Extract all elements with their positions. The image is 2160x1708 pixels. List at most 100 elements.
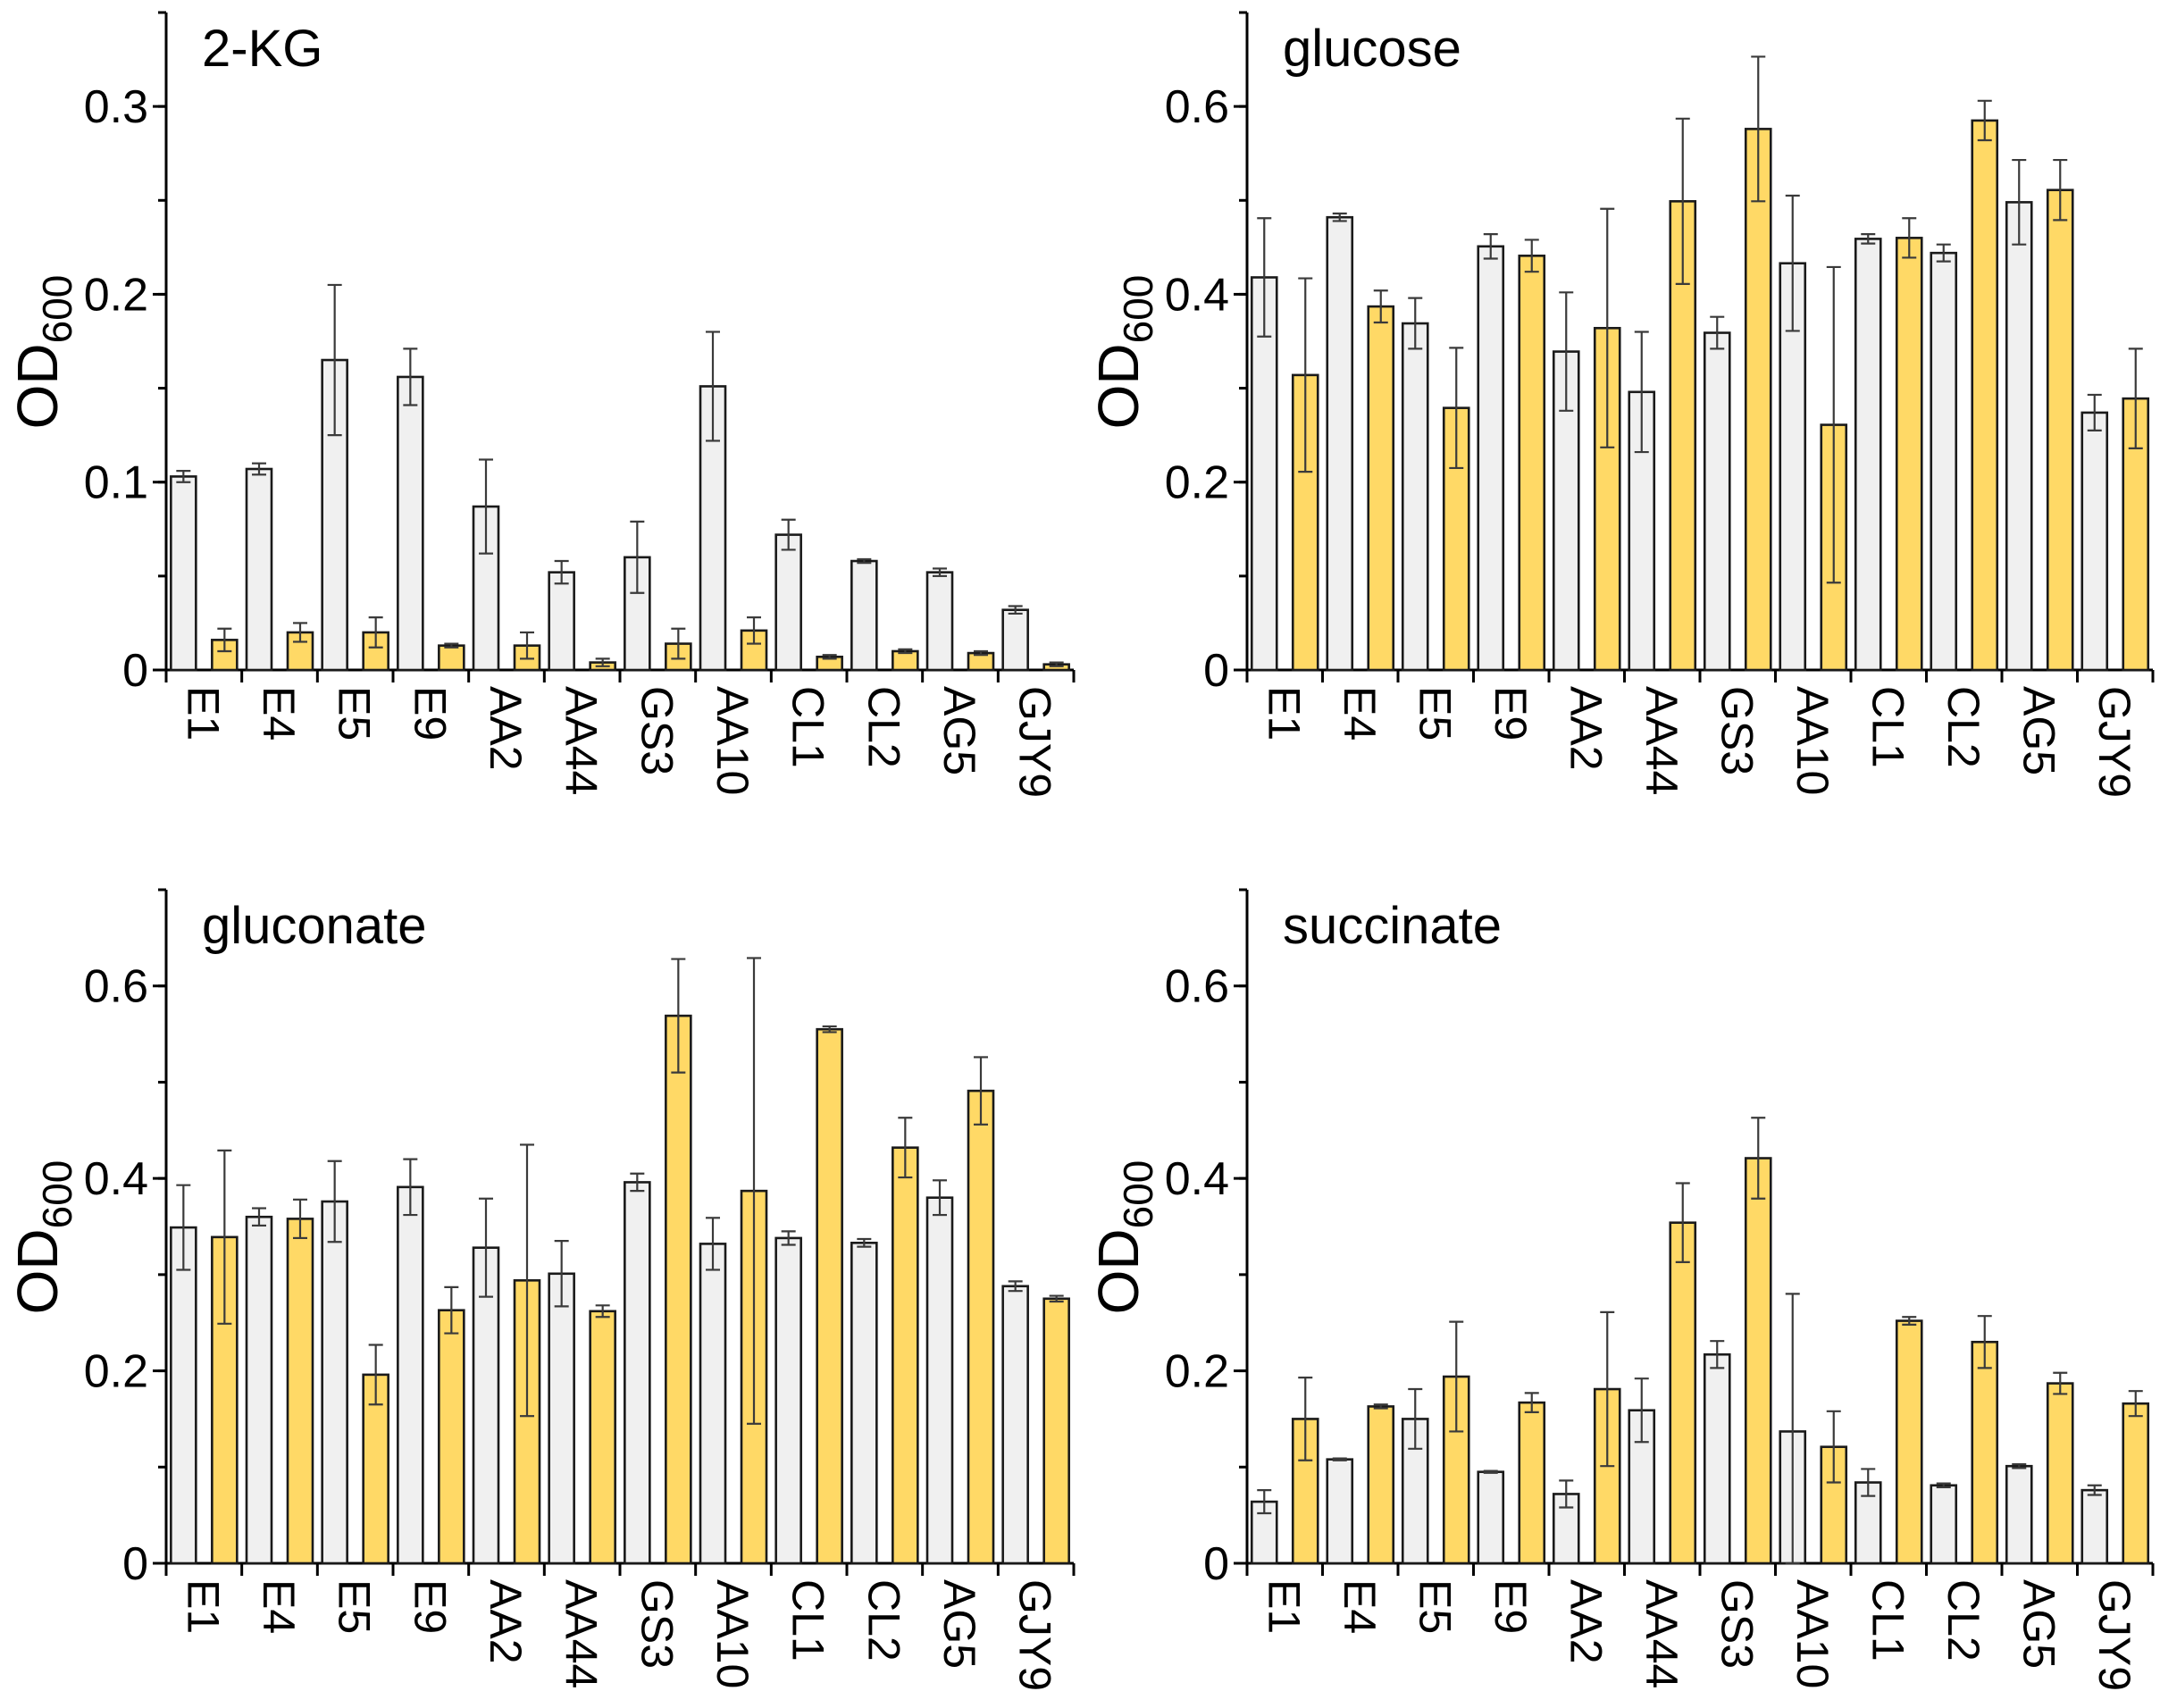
bar-series_a-e1 [170,1226,197,1565]
y-axis-label-main: OD [1086,343,1151,429]
x-tick-label-gjy9: GJY9 [1010,1579,1060,1691]
chart-title: glucose [1283,20,1461,78]
x-tick-label-e5: E5 [330,686,380,741]
bar-series_a-cl1 [1854,238,1882,672]
y-tick-label: 0.6 [1165,81,1229,133]
chart-title: succinate [1283,897,1502,955]
bar-series_b-cl2 [1971,1340,1999,1565]
bar-series_a-ag5 [2005,201,2033,672]
y-tick-label: 0 [122,1538,148,1590]
bar-series_b-gs3 [1744,1157,1772,1565]
x-tick-label-aa44: AA44 [557,686,607,795]
x-tick-label-aa10: AA10 [1787,1579,1838,1688]
y-axis-label-subscript: 600 [1115,1160,1161,1229]
y-axis-label-main: OD [5,343,70,429]
bar-series_a-e4 [1326,215,1354,672]
x-tick-label-cl2: CL2 [858,686,908,768]
bar-series_a-e4 [245,467,273,672]
x-tick-label-ag5: AG5 [934,686,984,775]
x-tick-label-aa2: AA2 [1561,686,1611,771]
x-tick-label-gjy9: GJY9 [2089,686,2139,798]
x-tick-label-e9: E9 [1486,1579,1536,1634]
y-tick-label: 0.2 [84,269,148,321]
x-tick-label-e4: E4 [1335,1579,1385,1634]
bar-series_b-e4 [1367,305,1395,672]
y-tick-label: 0.2 [84,1346,148,1398]
x-tick-label-e1: E1 [178,1579,228,1634]
x-tick-label-e4: E4 [254,686,304,741]
x-tick-label-ag5: AG5 [934,1579,984,1669]
chart-title: 2-KG [202,20,322,78]
bar-series_b-e4 [1367,1405,1395,1565]
x-tick-label-aa10: AA10 [1787,686,1838,795]
y-axis-label-subscript: 600 [1115,275,1161,344]
y-tick-label: 0.4 [1165,1153,1229,1205]
x-tick-label-gs3: GS3 [632,1579,682,1669]
x-tick-label-e5: E5 [1410,686,1460,741]
bar-series_a-e9 [1477,1470,1505,1565]
bar-series_a-e9 [397,1185,424,1565]
x-tick-label-ag5: AG5 [2013,686,2064,775]
x-tick-label-e1: E1 [1259,1579,1309,1634]
bar-series_b-e9 [1518,1401,1546,1565]
y-axis-label-subscript: 600 [34,275,80,344]
bar-series_a-cl2 [1930,251,1958,672]
bar-series_b-cl2 [892,1146,919,1565]
bar-series_b-ag5 [967,1089,995,1565]
panel-succinate: 0 0.2 0.4 0.6 OD600 succinate E1 E4 E5 E9 AA2 AA44 G… [1086,888,2155,1691]
bar-series_b-ag5 [2046,188,2074,672]
bar-series_a-e5 [321,358,348,672]
x-tick-label-e4: E4 [254,1579,304,1634]
panel-glucose: 0 0.2 0.4 0.6 OD600 glucose E1 E4 E5 E9 AA2 AA44 GS3… [1086,11,2155,798]
bar-series_b-aa44 [589,1310,616,1565]
x-tick-label-e9: E9 [1486,686,1536,741]
bar-series_a-e5 [1401,322,1429,672]
y-tick-label: 0.3 [84,81,148,133]
y-axis-label: OD600 [1086,275,1161,430]
bar-series_b-e9 [438,644,465,672]
y-tick-label: 0.4 [84,1153,148,1205]
y-tick-label: 0.1 [84,457,148,509]
bar-series_a-e9 [1477,245,1505,672]
bar-series_a-ag5 [2005,1464,2033,1565]
x-tick-label-aa2: AA2 [481,1579,531,1664]
bar-series_a-cl2 [850,1242,878,1565]
bar-series_b-cl1 [1895,237,1923,672]
panel-gluconate: 0 0.2 0.4 0.6 OD600 gluconate E1 E4 E5 E9 AA2 AA44 G… [5,888,1076,1691]
y-tick-label: 0.6 [84,961,148,1013]
y-axis-label: OD600 [5,1160,80,1315]
x-tick-label-cl1: CL1 [1863,686,1913,768]
y-tick-label: 0.6 [1165,961,1229,1013]
y-axis-label-main: OD [1086,1228,1151,1314]
x-tick-label-gs3: GS3 [1712,686,1762,775]
bar-series_a-aa44 [548,571,575,672]
bar-series_b-ag5 [2046,1382,2074,1565]
bar-series_b-e9 [438,1309,465,1565]
bar-series_a-e1 [170,475,197,672]
bar-series_b-gs3 [665,1014,692,1565]
bar-series_b-gs3 [1744,128,1772,672]
x-tick-label-aa44: AA44 [1637,686,1687,795]
bar-series_b-aa44 [1669,1221,1697,1565]
bar-series_a-cl2 [850,559,878,672]
bar-series_a-gs3 [1703,1352,1731,1565]
bar-series_a-e9 [397,375,424,672]
y-axis-label: OD600 [1086,1160,1161,1315]
bar-series_a-gjy9 [1001,608,1029,672]
y-tick-label: 0.4 [1165,269,1229,321]
x-tick-label-aa10: AA10 [707,1579,758,1688]
bar-series_a-e5 [321,1200,348,1565]
x-tick-label-cl1: CL1 [783,686,833,768]
bar-series_a-gs3 [624,1181,651,1565]
chart-title: gluconate [202,897,427,955]
x-tick-label-cl2: CL2 [858,1579,908,1662]
x-tick-label-cl1: CL1 [783,1579,833,1662]
panel-2kg: 0 0.1 0.2 0.3 OD600 2-KG E1 E4 E5 E9 AA2 AA44 GS3 AA1… [5,11,1076,798]
y-axis-label-subscript: 600 [34,1160,80,1229]
bar-series_b-gjy9 [2122,1402,2150,1565]
x-tick-label-gs3: GS3 [632,686,682,775]
bar-series_a-aa10 [699,1243,727,1565]
y-axis-label-main: OD [5,1228,70,1314]
x-tick-label-e9: E9 [405,686,455,741]
